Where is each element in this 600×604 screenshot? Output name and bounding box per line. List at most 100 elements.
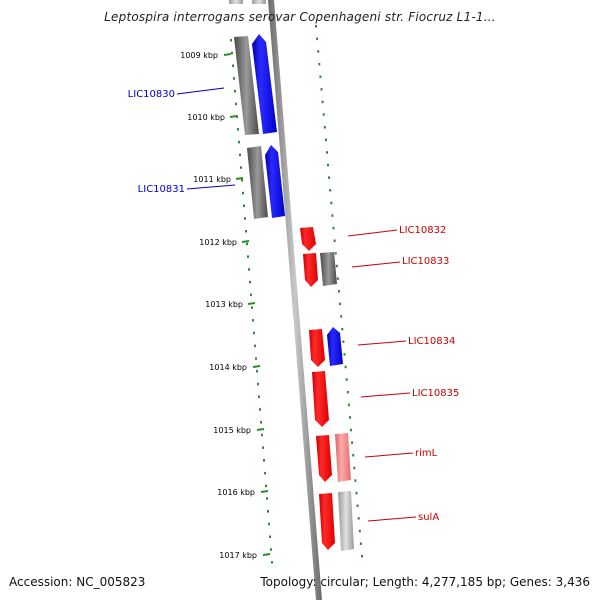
map-title: Leptospira interrogans serovar Copenhage…: [104, 10, 496, 24]
track-dot: [341, 327, 344, 331]
track-dot: [316, 37, 319, 41]
orf-feature[interactable]: [338, 491, 354, 551]
scale-label: 1012 kbp: [199, 238, 237, 247]
track-dot: [340, 315, 343, 318]
track-dot: [259, 408, 261, 411]
leader-line: [364, 452, 414, 458]
track-dot: [343, 353, 346, 356]
track-dot: [241, 179, 243, 182]
track-dot: [329, 189, 332, 192]
track-dot: [322, 113, 325, 116]
track-dot: [352, 454, 355, 457]
leader-line: [357, 340, 407, 346]
track-dot: [338, 290, 340, 293]
orf-feature[interactable]: [234, 36, 259, 135]
gene-lic10830[interactable]: [252, 34, 277, 134]
track-dot: [347, 403, 350, 407]
feature-track-left: [229, 0, 285, 219]
gene-sulA[interactable]: [319, 493, 335, 550]
orf-feature[interactable]: [320, 252, 337, 286]
gene-label-lic10832[interactable]: LIC10832: [399, 225, 446, 236]
track-dot: [334, 252, 337, 255]
track-dot: [317, 50, 320, 53]
scale-tick: [229, 115, 238, 118]
track-dot: [339, 302, 342, 306]
leader-line: [176, 87, 225, 95]
track-dot: [246, 242, 248, 246]
gene-feature[interactable]: [229, 0, 243, 4]
track-dot: [266, 497, 268, 500]
track-dot: [344, 365, 347, 369]
track-dot: [361, 555, 363, 558]
track-dot: [315, 25, 317, 28]
scale-label: 1010 kbp: [187, 113, 225, 122]
track-dot: [238, 140, 240, 144]
track-dot: [253, 331, 255, 335]
leader-line: [351, 261, 401, 268]
leader-line: [367, 516, 417, 522]
track-dot: [326, 151, 328, 154]
track-dot: [330, 201, 333, 205]
track-dot: [349, 416, 351, 419]
gene-label-lic10830[interactable]: LIC10830: [128, 89, 175, 100]
gene-lic10834[interactable]: [309, 329, 325, 367]
gene-lic10832[interactable]: [300, 227, 316, 251]
scale-tick: [241, 240, 250, 243]
orf-feature[interactable]: [247, 146, 268, 219]
track-dot: [261, 433, 263, 437]
track-dot: [242, 191, 244, 195]
gene-labels: LIC10830 LIC10831 LIC10832 LIC10833 LIC1…: [128, 89, 460, 523]
track-dot: [235, 102, 237, 106]
gene-lic10835[interactable]: [312, 371, 329, 427]
accession-text: Accession: NC_005823: [9, 575, 146, 589]
track-dot: [251, 306, 253, 309]
track-dots: [230, 25, 363, 564]
gene-lic10831[interactable]: [265, 145, 285, 218]
gene-rimL[interactable]: [316, 435, 332, 482]
track-dot: [345, 378, 348, 381]
track-dot: [328, 176, 331, 179]
track-dot: [333, 239, 336, 242]
leader-line: [360, 392, 411, 398]
track-dot: [267, 510, 269, 513]
scale-tick: [256, 428, 265, 431]
gene-lic10833[interactable]: [303, 253, 318, 287]
scale-tick: [252, 365, 261, 368]
scale-label: 1017 kbp: [219, 551, 257, 560]
track-dot: [335, 264, 338, 268]
track-dot: [250, 293, 252, 297]
leader-line: [347, 229, 398, 237]
track-dot: [351, 441, 354, 444]
track-dot: [240, 166, 242, 169]
track-dot: [353, 466, 356, 470]
gene-label-sulA[interactable]: sulA: [418, 512, 439, 523]
track-dot: [346, 391, 349, 394]
track-dot: [234, 89, 236, 93]
scale-label: 1011 kbp: [193, 175, 231, 184]
track-dot: [252, 319, 254, 322]
gene-feature[interactable]: [335, 433, 351, 482]
track-dot: [256, 370, 258, 373]
gene-label-lic10833[interactable]: LIC10833: [402, 256, 449, 267]
gene-label-rimL[interactable]: rimL: [415, 448, 438, 459]
track-dot: [255, 357, 257, 360]
track-dot: [271, 561, 273, 564]
track-dot: [359, 542, 362, 545]
track-dot: [324, 138, 327, 142]
track-dot: [247, 255, 249, 258]
gene-feature[interactable]: [252, 0, 266, 4]
gene-label-lic10835[interactable]: LIC10835: [412, 388, 459, 399]
gene-feature[interactable]: [327, 327, 343, 366]
gene-label-lic10831[interactable]: LIC10831: [138, 184, 185, 195]
track-dot: [350, 428, 352, 432]
track-dot: [260, 421, 262, 424]
gene-label-lic10834[interactable]: LIC10834: [408, 336, 455, 347]
track-dot: [248, 268, 250, 271]
scale-ticks: 1009 kbp 1010 kbp 1011 kbp 1012 kbp 1013…: [180, 51, 271, 560]
track-dot: [243, 204, 245, 207]
track-dot: [264, 471, 266, 475]
track-dot: [319, 75, 322, 78]
track-dot: [237, 128, 239, 131]
track-dot: [269, 535, 271, 538]
